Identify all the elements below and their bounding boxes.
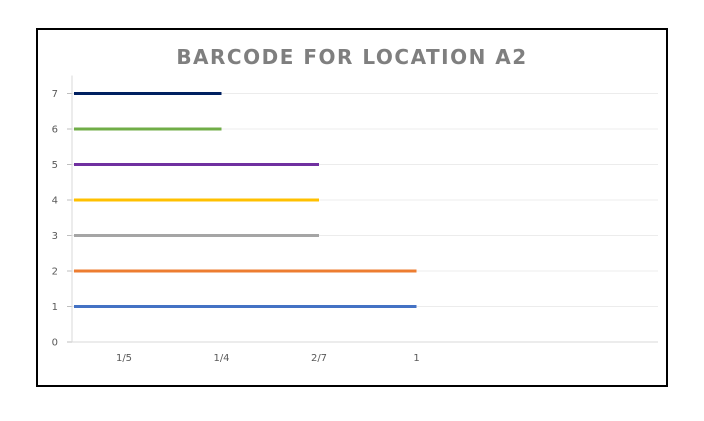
gridlines (67, 93, 658, 343)
y-tick-label: 6 (52, 125, 58, 136)
y-tick-label: 7 (52, 89, 58, 100)
chart-canvas: BARCODE FOR LOCATION A2 0 1 2 3 4 5 6 7 1/5 1/4 2/… (52, 45, 658, 364)
chart-title: BARCODE FOR LOCATION A2 (176, 45, 527, 69)
x-tick-label: 1 (413, 353, 419, 364)
y-tick-label: 3 (52, 231, 58, 242)
y-tick-label: 0 (52, 338, 58, 349)
x-tick-label: 1/5 (116, 353, 132, 364)
x-tick-label: 2/7 (311, 353, 327, 364)
y-tick-label: 5 (52, 160, 58, 171)
y-tick-label: 1 (52, 302, 58, 313)
axes (71, 75, 658, 343)
x-tick-label: 1/4 (213, 353, 229, 364)
y-tick-label: 4 (52, 196, 58, 207)
y-tick-label: 2 (52, 267, 58, 278)
tick-labels: 0 1 2 3 4 5 6 7 1/5 1/4 2/7 1 (52, 89, 420, 364)
chart-frame: BARCODE FOR LOCATION A2 0 1 2 3 4 5 6 7 1/5 1/4 2/… (36, 28, 668, 387)
data-series (74, 92, 417, 308)
